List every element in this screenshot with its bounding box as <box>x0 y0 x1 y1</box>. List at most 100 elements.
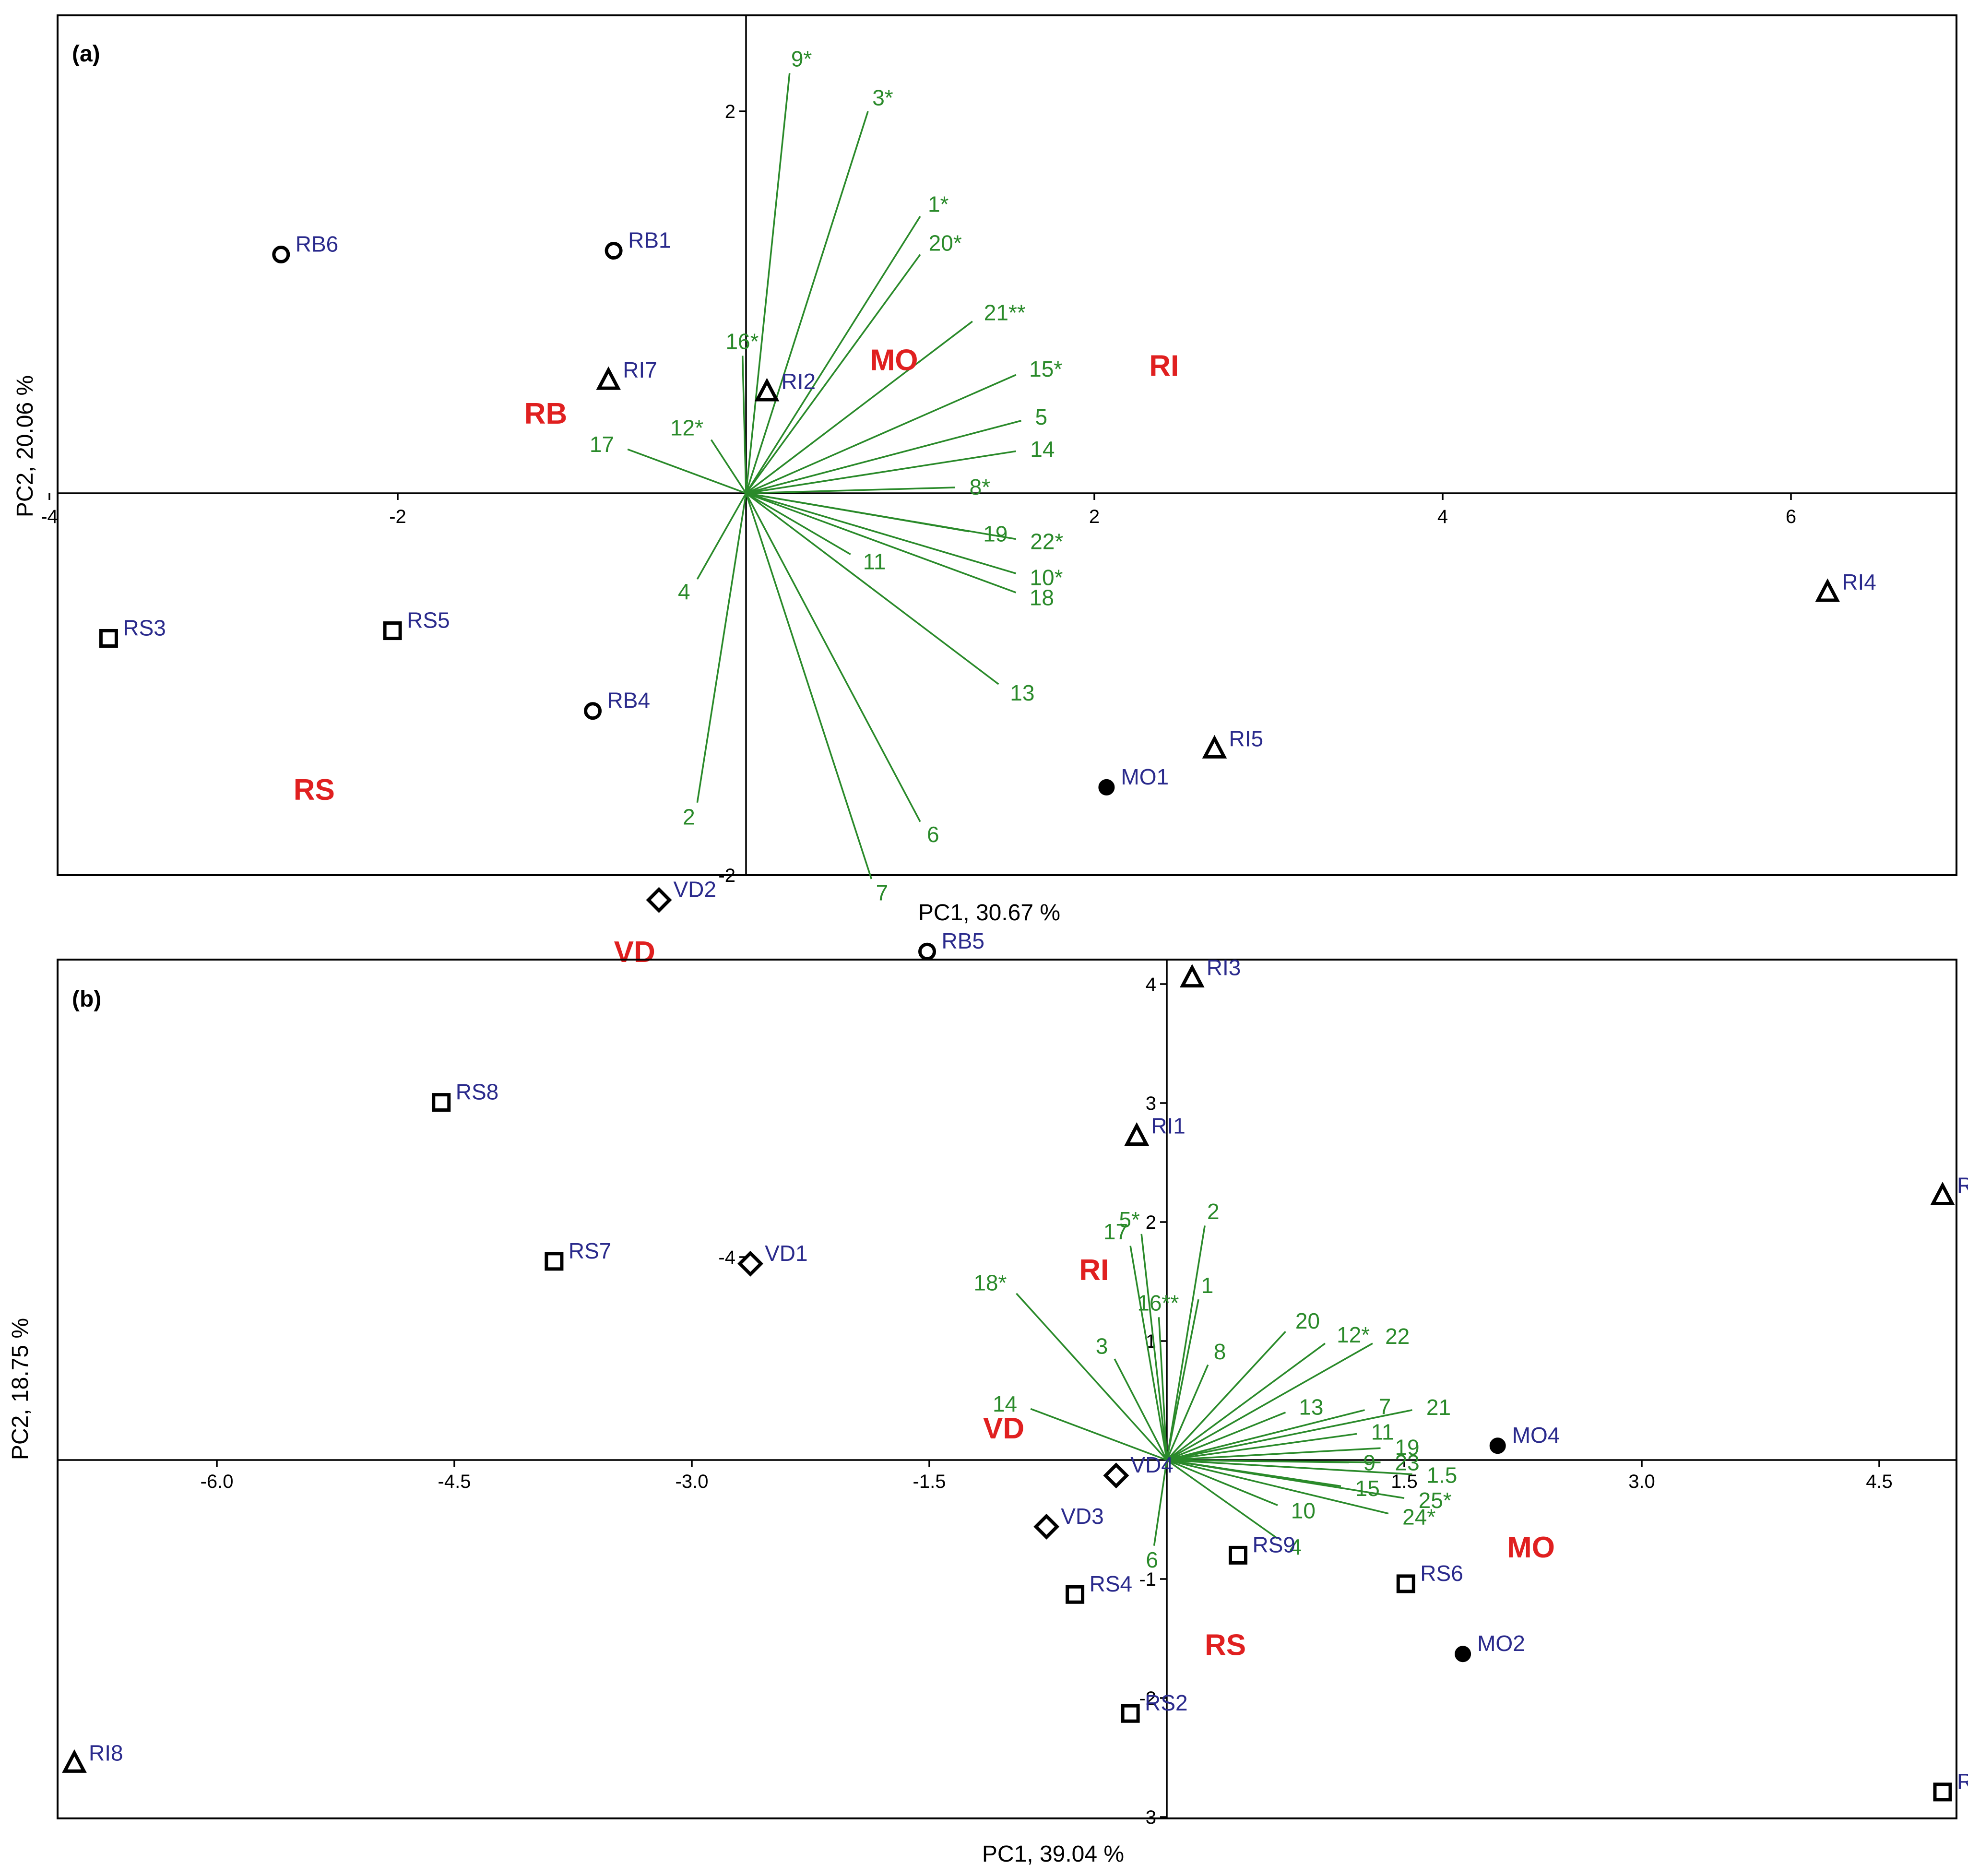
panel-b-sample-vd3-label: VD3 <box>1061 1504 1103 1529</box>
panel-a-vector-label-4: 4 <box>678 579 690 604</box>
panel-a-sample-rb5-label: RB5 <box>942 928 984 953</box>
panel-b-sample-rs4-label: RS4 <box>1090 1571 1132 1596</box>
panel-b-vector-label-18: 18* <box>973 1270 1007 1295</box>
panel-b-vector-label-20: 20 <box>1295 1308 1320 1333</box>
panel-b-y-tick-label: 4 <box>1146 974 1156 995</box>
panel-b-samples: RI3RI1RI6RI8RS7RS9RS6RS4RS2RS1VD1VD4VD3M… <box>62 955 1968 1802</box>
panel-a-group-label-mo: MO <box>870 344 918 377</box>
panel-a-vector-label-2: 2 <box>683 804 695 829</box>
panel-b-y-tick-label: 3 <box>1146 1093 1156 1114</box>
panel-b-x-tick-label: 4.5 <box>1866 1471 1893 1492</box>
panel-a-vector-label-6: 6 <box>927 822 939 847</box>
panel-a-sample-mo1-dot-marker <box>1098 779 1115 796</box>
panel-a-sample-rs3-square-marker <box>99 629 118 648</box>
panel-a-vector-8 <box>746 487 955 494</box>
panel-b-vector-18 <box>1016 1293 1168 1461</box>
panel-b-vector-label-11: 11 <box>1371 1419 1394 1444</box>
panel-a-sample-ri4-label: RI4 <box>1842 570 1876 594</box>
panel-a-vector-label-15: 15* <box>1029 356 1062 381</box>
panel-b-sample-rs6-square-marker <box>1396 1574 1415 1593</box>
panel-a-label: (a) <box>72 41 100 67</box>
panel-b-vector-11 <box>1166 1433 1357 1461</box>
panel-a-vector-18 <box>746 492 1017 594</box>
panel-a-groups: RB MO RI RS VD <box>294 344 1179 969</box>
panel-b-sample-rs4-square-marker <box>1066 1585 1085 1604</box>
panel-a-vector-label-5: 5 <box>1035 404 1048 429</box>
panel-a-vector-12 <box>710 439 747 494</box>
panel-b-vector-24 <box>1166 1459 1389 1515</box>
panel-b-vector-label-24: 24* <box>1402 1505 1435 1530</box>
panel-b-sample-vd4-diamond-marker <box>1103 1462 1129 1489</box>
panel-a-vector-label-14: 14 <box>1030 437 1055 462</box>
panel-a-sample-rb6-circle-marker <box>272 246 290 263</box>
panel-a-vector-label-22: 22* <box>1030 529 1063 554</box>
panel-a-x-axis-label: PC1, 30.67 % <box>918 900 1060 926</box>
panel-a-vector-label-1: 1* <box>928 192 949 217</box>
panel-a-y-tick-label: -4 <box>718 1247 735 1268</box>
panel-b-vector-10 <box>1166 1459 1278 1506</box>
panel-b-sample-vd1-label: VD1 <box>765 1241 807 1266</box>
panel-a-sample-ri7-label: RI7 <box>623 357 657 382</box>
panel-a-vector-20 <box>745 254 921 494</box>
panel-a-x-tick-label: 4 <box>1437 506 1448 527</box>
panel-b-vector-label-15: 15 <box>1355 1476 1380 1501</box>
panel-a-vector-1 <box>745 215 921 494</box>
panel-b-sample-ri6-label: RI6 <box>1957 1173 1968 1198</box>
panel-b-group-label-mo: MO <box>1507 1531 1555 1564</box>
panel-b-sample-ri3-label: RI3 <box>1207 955 1241 980</box>
panel-b-groups: RI VD MO RS <box>983 1254 1555 1662</box>
panel-a-vector-2 <box>696 493 747 803</box>
panel-b-x-tick-label: 3.0 <box>1628 1471 1655 1492</box>
panel-b-vector-22 <box>1166 1342 1373 1461</box>
panel-a-vector-22 <box>746 492 1016 540</box>
panel-b-vector-23 <box>1166 1459 1381 1463</box>
panel-a-x-tick-label: -2 <box>389 506 406 527</box>
panel-a-x-tick-label: 2 <box>1089 506 1100 527</box>
panel-a-sample-rb6-label: RB6 <box>296 232 338 257</box>
panel-a-sample-vd2-label: VD2 <box>674 877 716 902</box>
panel-a-vector-label-7: 7 <box>876 880 889 905</box>
panel-a-vector-5 <box>746 420 1021 494</box>
panel-a-sample-rb1-label: RB1 <box>628 228 671 253</box>
panel-b-y-axis-label: PC2, 18.75 % <box>8 1318 33 1460</box>
panel-b-sample-ri8-triangle-marker <box>62 1749 87 1773</box>
panel-b-vector-label-16: 16** <box>1137 1290 1179 1315</box>
panel-b-x-axis-label: PC1, 39.04 % <box>982 1841 1124 1867</box>
panel-a-axes: -4 -2 2 4 6 4 2 -2 -4 <box>41 15 1956 1268</box>
panel-a-group-label-ri: RI <box>1149 349 1179 382</box>
panel-a-sample-rb5-circle-marker <box>918 942 937 961</box>
panel-a-vector-label-12: 12* <box>670 415 703 440</box>
panel-a-y-tick-label: -2 <box>718 865 735 886</box>
panel-b-sample-rs2-label: RS2 <box>1145 1690 1187 1715</box>
panel-b-sample-rs9-label: RS9 <box>1253 1532 1295 1557</box>
panel-a-vector-label-9: 9* <box>791 47 812 71</box>
panel-b-sample-ri3-triangle-marker <box>1180 964 1205 988</box>
panel-b-sample-ri8-label: RI8 <box>89 1740 123 1765</box>
panel-b-sample-mo4-label: MO4 <box>1512 1423 1560 1448</box>
panel-a-vector-label-3: 3* <box>872 85 893 110</box>
panel-b-vector-7 <box>1166 1409 1365 1461</box>
panel-a-sample-rs3-label: RS3 <box>123 615 166 640</box>
panel-a-sample-rs5-label: RS5 <box>407 608 450 633</box>
panel-b-vector-label-22: 22 <box>1385 1324 1410 1349</box>
panel-a-vector-4 <box>696 493 747 580</box>
panel-b-vector-21 <box>1166 1409 1412 1461</box>
panel-b-vector-20 <box>1166 1330 1286 1461</box>
panel-a-vector-label-13: 13 <box>1010 680 1034 705</box>
panel-b-vector-13 <box>1166 1412 1286 1461</box>
panel-b-vector-label-1: 1 <box>1201 1273 1214 1298</box>
panel-b-vector-1 <box>1166 1299 1199 1460</box>
panel-a-vector-14 <box>746 450 1016 494</box>
panel-b-x-tick-label: -3.0 <box>676 1471 709 1492</box>
panel-b-y-tick-label: -2 <box>1139 1688 1156 1709</box>
panel-b-vector-1-5 <box>1166 1459 1412 1475</box>
panel-b-sample-rs7-square-marker <box>545 1252 564 1271</box>
panel-b-vector-25 <box>1166 1459 1405 1499</box>
panel-a-x-tick-label: 6 <box>1786 506 1796 527</box>
panel-a-samples: RB3RB6RB1RB4RB5MO3MO1RI9RI7RI2RI5RI4RS3R… <box>99 228 1876 1112</box>
panel-a-sample-rs5-square-marker <box>383 621 402 641</box>
panel-a-sample-rs8-square-marker <box>432 1093 451 1112</box>
